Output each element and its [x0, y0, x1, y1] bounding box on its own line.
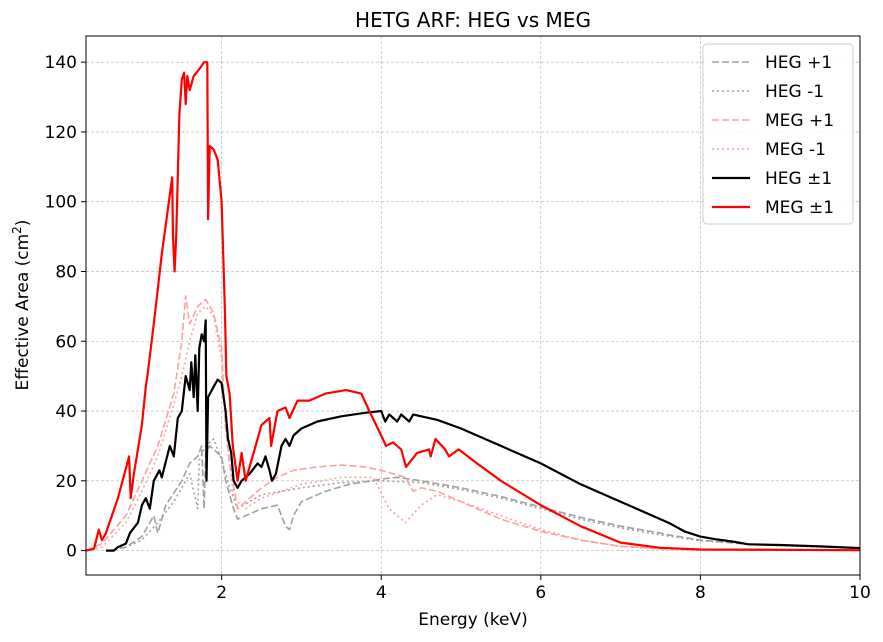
y-label-sup: 2	[10, 226, 24, 234]
x-tick-label: 6	[535, 583, 546, 603]
x-tick-label: 4	[376, 583, 387, 603]
y-tick-label: 140	[45, 53, 77, 73]
x-axis-label: Energy (keV)	[418, 610, 528, 630]
legend-label: MEG -1	[765, 140, 826, 160]
y-label-end: )	[13, 220, 33, 227]
series-lines	[86, 61, 860, 552]
y-tick-label: 40	[55, 402, 77, 422]
legend-label: MEG +1	[765, 111, 834, 131]
y-tick-label: 120	[45, 123, 77, 143]
legend-label: HEG ±1	[765, 169, 832, 189]
x-tick-label: 8	[695, 583, 706, 603]
legend-label: MEG ±1	[765, 198, 834, 218]
y-tick-label: 100	[45, 193, 77, 213]
legend-label: HEG +1	[765, 53, 832, 73]
legend-label: HEG -1	[765, 82, 824, 102]
series-line-0	[109, 445, 860, 552]
y-tick-label: 60	[55, 332, 77, 352]
y-label-main: Effective Area (cm	[13, 234, 33, 391]
series-line-5	[86, 61, 860, 552]
y-tick-label: 80	[55, 262, 77, 282]
series-line-4	[105, 319, 860, 552]
series-line-2	[86, 295, 860, 552]
x-tick-label: 2	[216, 583, 227, 603]
y-tick-label: 20	[55, 472, 77, 492]
x-tick-label: 10	[849, 583, 871, 603]
series-line-3	[86, 305, 860, 552]
plot-frame	[85, 35, 861, 576]
chart-title: HETG ARF: HEG vs MEG	[355, 8, 591, 32]
y-tick-label: 0	[66, 542, 77, 562]
legend: HEG +1 HEG -1 MEG +1 MEG -1 HEG ±1 MEG ±1	[702, 43, 854, 225]
y-axis-label: Effective Area (cm2)	[10, 220, 33, 391]
series-line-1	[109, 438, 860, 552]
